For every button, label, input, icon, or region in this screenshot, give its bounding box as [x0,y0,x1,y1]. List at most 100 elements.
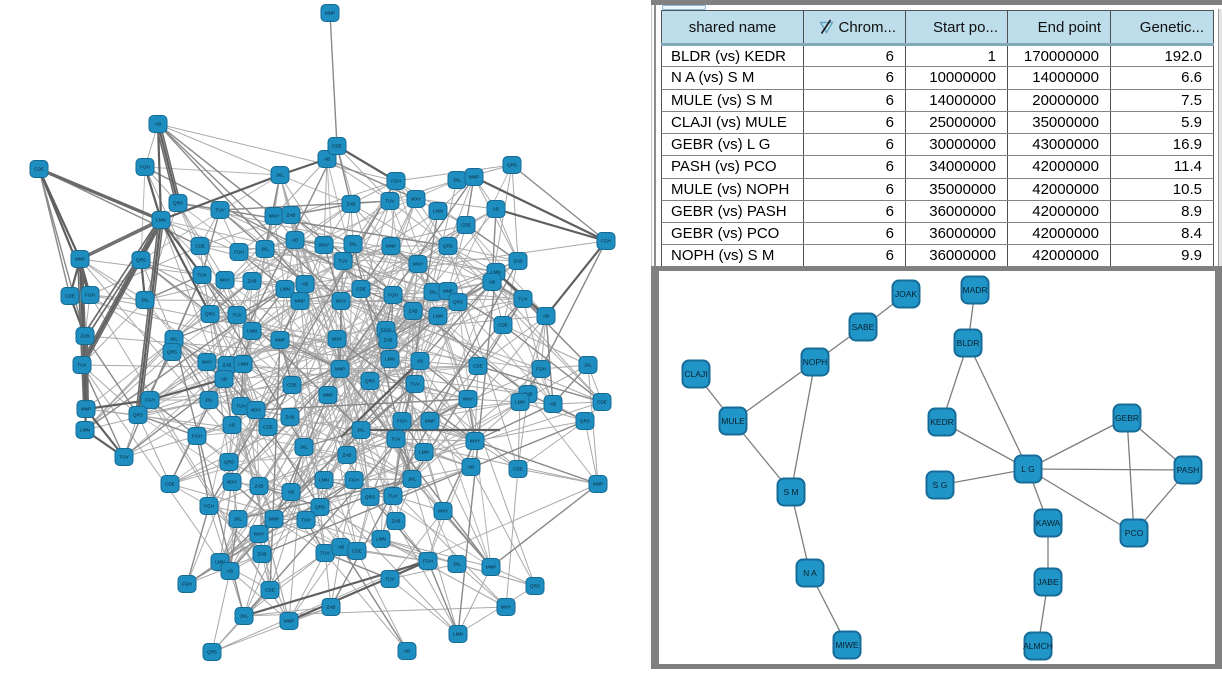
svg-text:AB: AB [550,402,556,407]
svg-text:JKL: JKL [276,173,284,178]
svg-text:CDE: CDE [332,144,342,149]
svg-text:ZAB: ZAB [514,259,523,264]
svg-text:TUV: TUV [197,273,207,278]
svg-text:TUV: TUV [232,313,242,318]
svg-text:TUV: TUV [391,437,401,442]
svg-text:JABE: JABE [1037,577,1059,587]
svg-text:LMN: LMN [376,537,386,542]
svg-text:WXY: WXY [336,299,346,304]
svg-text:FGH: FGH [182,582,192,587]
svg-text:ZAB: ZAB [81,334,90,339]
svg-text:ZAB: ZAB [255,484,264,489]
svg-text:AB: AB [227,569,233,574]
svg-text:QRS: QRS [453,300,463,305]
svg-text:WXY: WXY [411,197,421,202]
svg-text:ZAB: ZAB [384,338,393,343]
svg-text:QRS: QRS [365,379,375,384]
svg-text:AB: AB [288,490,294,495]
svg-text:ZAB: ZAB [347,202,356,207]
svg-text:SABE: SABE [852,322,875,332]
svg-text:FGH: FGH [204,504,214,509]
svg-text:AB: AB [468,465,474,470]
svg-text:ZAB: ZAB [392,519,401,524]
svg-text:CDE: CDE [498,323,508,328]
svg-text:WXY: WXY [220,278,230,283]
svg-text:WXY: WXY [438,509,448,514]
svg-text:FGH: FGH [601,239,611,244]
svg-text:QRS: QRS [173,201,183,206]
svg-text:LMN: LMN [453,632,463,637]
svg-text:LMN: LMN [385,357,395,362]
svg-text:CDE: CDE [65,294,75,299]
svg-text:PASH: PASH [1177,465,1200,475]
svg-text:WXY: WXY [319,243,329,248]
svg-text:QRS: QRS [530,584,540,589]
svg-text:LMN: LMN [238,362,248,367]
svg-text:WXY: WXY [254,532,264,537]
svg-text:CDE: CDE [473,364,483,369]
svg-text:ZAB: ZAB [248,279,257,284]
svg-text:FGH: FGH [391,179,401,184]
svg-text:CLAJI: CLAJI [684,369,707,379]
svg-text:TUV: TUV [338,259,348,264]
svg-text:JKL: JKL [170,337,178,342]
svg-text:AB: AB [417,359,423,364]
svg-text:FGH: FGH [192,434,202,439]
svg-text:AB: AB [493,207,499,212]
svg-text:LMN: LMN [419,450,429,455]
svg-text:S M: S M [783,487,798,497]
svg-text:TUV: TUV [518,297,528,302]
svg-text:TUV: TUV [119,455,129,460]
svg-text:WXY: WXY [227,480,237,485]
svg-text:CDE: CDE [34,167,44,172]
svg-text:MNP: MNP [386,244,396,249]
svg-text:WXY: WXY [269,214,279,219]
svg-text:AB: AB [155,122,161,127]
svg-text:FGH: FGH [140,165,150,170]
svg-text:QRS: QRS [580,419,590,424]
svg-text:CDE: CDE [356,287,366,292]
svg-text:WXY: WXY [501,605,511,610]
svg-text:LMN: LMN [433,314,443,319]
svg-text:WXY: WXY [251,408,261,413]
svg-text:TUV: TUV [385,577,395,582]
svg-text:LMN: LMN [215,560,225,565]
svg-text:AB: AB [324,157,330,162]
svg-text:ZAB: ZAB [327,605,336,610]
svg-text:FGH: FGH [388,293,398,298]
svg-text:MADR: MADR [962,285,987,295]
svg-text:AB: AB [404,649,410,654]
svg-text:FGH: FGH [536,367,546,372]
svg-text:AB: AB [229,423,235,428]
svg-text:LMN: LMN [515,400,525,405]
svg-text:TUV: TUV [77,363,87,368]
svg-text:CDE: CDE [597,400,607,405]
svg-text:FGH: FGH [145,398,155,403]
svg-text:AB: AB [221,377,227,382]
svg-text:CDE: CDE [513,467,523,472]
svg-text:AB: AB [489,280,495,285]
svg-text:QRS: QRS [315,505,325,510]
svg-text:ZAB: ZAB [524,392,533,397]
svg-text:QRS: QRS [224,460,234,465]
svg-text:N A: N A [803,568,817,578]
svg-text:JKL: JKL [349,242,357,247]
svg-text:CDE: CDE [265,588,275,593]
svg-text:TUV: TUV [410,382,420,387]
svg-text:MNP: MNP [81,407,91,412]
svg-text:WXY: WXY [470,439,480,444]
svg-text:AB: AB [302,282,308,287]
svg-text:MNP: MNP [323,393,333,398]
svg-text:JKL: JKL [584,363,592,368]
svg-text:MNP: MNP [443,289,453,294]
svg-text:JKL: JKL [205,398,213,403]
svg-text:JKL: JKL [453,178,461,183]
svg-text:LMN: LMN [156,218,166,223]
svg-text:CDE: CDE [352,549,362,554]
svg-text:TUV: TUV [236,404,246,409]
svg-text:MNP: MNP [295,299,305,304]
svg-text:KEDR: KEDR [930,417,954,427]
svg-text:CDE: CDE [461,223,471,228]
svg-text:TUV: TUV [388,494,398,499]
svg-text:PCO: PCO [1125,528,1144,538]
